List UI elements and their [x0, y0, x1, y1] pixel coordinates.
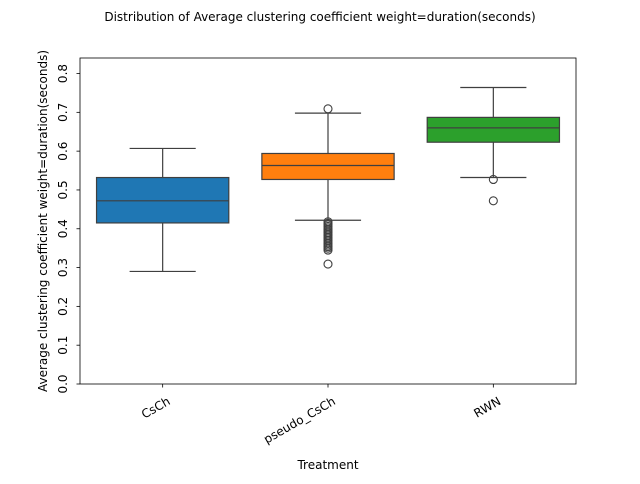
- y-tick-label: 0.5: [56, 180, 70, 199]
- y-axis-label: Average clustering coefficient weight=du…: [36, 50, 50, 392]
- outlier-point: [488, 196, 498, 206]
- outlier-point: [488, 174, 498, 185]
- y-tick-label: 0.4: [56, 219, 70, 238]
- y-tick-label: 0.6: [56, 142, 70, 161]
- box-group-RWN: [426, 86, 561, 206]
- box-group-CsCh: [95, 147, 230, 273]
- outlier-point: [323, 259, 333, 269]
- x-axis-label: Treatment: [296, 458, 358, 472]
- y-tick-label: 0.3: [56, 258, 70, 277]
- iqr-box: [261, 152, 395, 181]
- y-tick-label: 0.0: [56, 374, 70, 393]
- iqr-box: [426, 116, 561, 143]
- chart-title: Distribution of Average clustering coeff…: [104, 10, 535, 24]
- x-tick-label: pseudo_CsCh: [261, 394, 338, 446]
- x-axis: CsCh pseudo_CsCh RWN: [139, 384, 503, 446]
- y-tick-label: 0.7: [56, 103, 70, 122]
- y-axis: 0.0 0.1 0.2 0.3 0.4 0.5 0.6 0.7 0.8: [56, 64, 80, 394]
- plot-frame: [79, 57, 577, 385]
- y-tick-label: 0.1: [56, 336, 70, 355]
- x-tick-label: CsCh: [139, 394, 173, 421]
- y-tick-label: 0.8: [56, 64, 70, 83]
- outlier-point: [323, 245, 333, 255]
- boxes-layer: [95, 86, 561, 273]
- x-tick-label: RWN: [471, 394, 503, 420]
- outlier-point: [323, 104, 333, 114]
- box-group-pseudo_CsCh: [261, 104, 395, 269]
- y-tick-label: 0.2: [56, 297, 70, 316]
